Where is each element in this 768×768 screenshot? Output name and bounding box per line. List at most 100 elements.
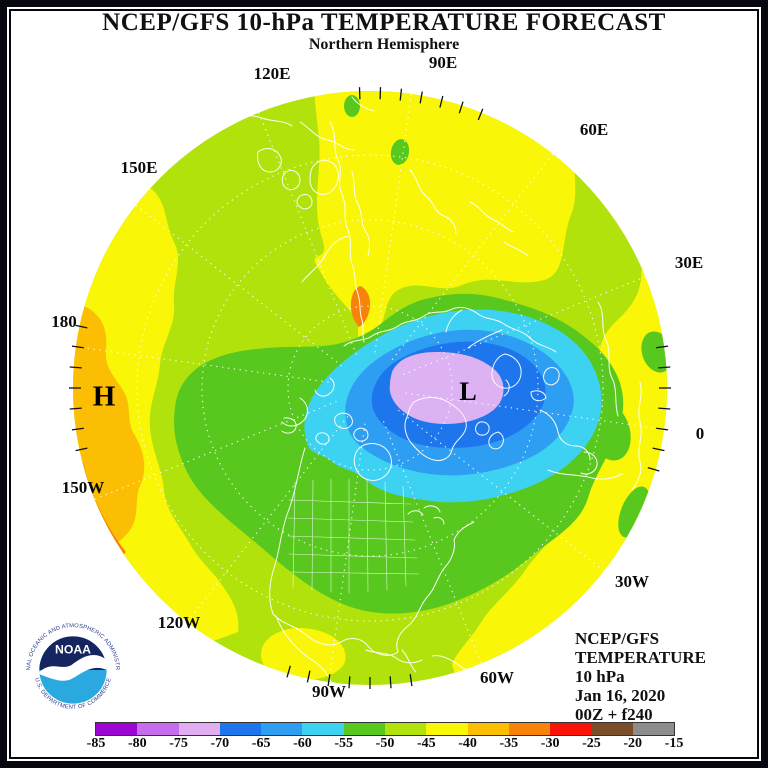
rim-tick [656,427,669,431]
coast-caspian-black [530,367,560,402]
latitude-circle [136,154,604,622]
colorbar-cell--80-to--75 [137,723,179,735]
colorbar-cell--60-to--55 [302,723,344,735]
lon-label-150E: 150E [120,158,158,177]
colorbar-cell--75-to--70 [178,723,220,735]
low-center-marker: L [459,377,477,406]
colorbar-cell--50-to--45 [385,723,427,735]
colorbar-cell--70-to--65 [219,723,262,735]
meridian-line [328,423,366,683]
meridian-line [94,400,337,500]
colorbar-cell--25-to--20 [591,723,633,735]
coast-canadian-arctic [315,412,392,481]
colorbar-tick--85: -85 [86,736,106,751]
colorbar-tick--15: -15 [664,736,684,751]
rim-tick [69,407,82,410]
graticule [75,93,665,683]
noaa-logo-wordmark: NOAA [55,643,91,657]
info-date: Jan 16, 2020 [575,686,666,705]
meridian-line [398,409,605,572]
meridian-line [382,421,482,664]
coast-south-asia [351,169,529,257]
colorbar-tick--80: -80 [127,736,147,751]
rim-tick [409,674,413,687]
meridian-line [403,276,646,376]
info-cycle: 00Z + f240 [575,705,653,724]
colorbar-cell--45-to--40 [426,723,468,735]
lon-label-90W: 90W [312,682,346,701]
lon-label-30W: 30W [615,572,649,591]
info-field: TEMPERATURE [575,648,706,667]
rim-tick [389,676,392,689]
meridian-line [405,392,665,430]
rim-tick [647,467,660,472]
info-level: 10 hPa [575,667,625,686]
coast-siberia [343,306,557,353]
rim-tick [399,88,403,101]
colorbar-tick--30: -30 [540,736,560,751]
colorbar-tick--50: -50 [375,736,395,751]
temperature-colorbar [95,722,675,736]
latitude-circle [287,305,453,471]
meridian-line [258,112,358,355]
meridian-line [186,416,349,623]
field-orange-spot [350,286,371,327]
lon-label-120E: 120E [253,64,291,83]
colorbar-cell--30-to--25 [550,723,592,735]
rim-tick [75,324,88,329]
coast-pacific-islands [229,96,375,210]
colorbar-tick--70: -70 [210,736,230,751]
coastlines [229,96,642,685]
page-title: NCEP/GFS 10-hPa TEMPERATURE FORECAST [102,9,666,36]
colorbar-cell--20-to--15 [632,723,674,735]
rim-tick [439,95,444,108]
coast-east-asia [301,121,365,343]
latitude-circle [201,219,539,557]
forecast-info-block: NCEP/GFS TEMPERATURE 10 hPa Jan 16, 2020… [575,629,706,724]
rim-tick [477,108,484,121]
rim-tick [69,366,82,369]
meridian-line [75,346,335,384]
noaa-logo-bird-icon [39,654,107,681]
lon-label-60E: 60E [579,120,609,139]
colorbar-tick--25: -25 [582,736,601,751]
high-center-marker: H [92,380,116,413]
lon-label-150W: 150W [61,478,105,497]
colorbar-tick--55: -55 [334,736,354,751]
us-state-grid [287,478,420,594]
rim-tick [652,447,665,452]
coast-north-america [269,447,475,685]
lon-label-60W: 60W [480,668,514,687]
rim-tick [348,676,351,689]
colorbar-cell--65-to--60 [261,723,303,735]
lon-label-30E: 30E [674,253,704,272]
lon-label-180: 180 [51,312,77,331]
meridian-line [374,93,412,353]
colorbar-tick--65: -65 [251,736,271,751]
lon-label-120W: 120W [157,613,201,632]
colorbar-tick--20: -20 [623,736,643,751]
rim-tick [71,427,84,431]
colorbar-tick--75: -75 [169,736,188,751]
rim-tick [419,91,423,104]
coast-europe [488,353,598,475]
rim-tick [306,670,311,683]
colorbar-cell--55-to--50 [343,723,385,735]
meridian-line [391,153,554,360]
field-lavender-core [389,352,504,424]
colorbar-cell--40-to--35 [467,723,509,735]
coast-greenland-iceland [404,397,490,461]
colorbar-cell--35-to--30 [508,723,551,735]
rim-tick-marks [69,87,671,689]
info-model: NCEP/GFS [575,629,660,648]
rim-tick [658,407,671,410]
colorbar-tick--40: -40 [458,736,477,751]
rim-tick [71,345,84,349]
page-subtitle: Northern Hemisphere [308,36,460,53]
colorbar-tick--60: -60 [293,736,312,751]
noaa-logo: NOAA NATIONAL OCEANIC AND ATMOSPHERIC AD… [22,619,123,720]
lon-label-0: 0 [695,424,705,443]
meridian-line [135,204,342,367]
